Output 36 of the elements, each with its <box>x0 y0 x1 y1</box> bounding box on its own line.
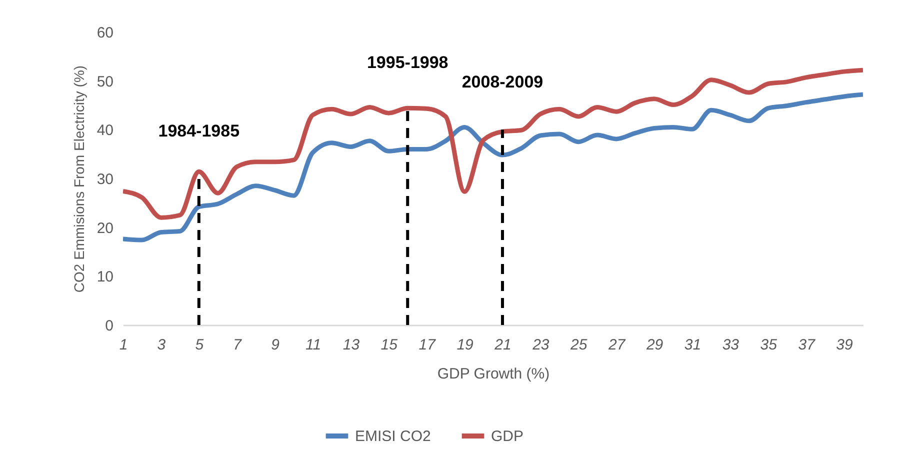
x-tick-label: 1 <box>119 336 128 354</box>
annotation: 1995-1998 <box>366 53 448 72</box>
y-tick-label: 30 <box>96 171 114 188</box>
line-series <box>123 92 863 242</box>
x-tick-label: 37 <box>798 336 816 354</box>
x-tick-label: 11 <box>305 336 322 354</box>
x-tick-label: 19 <box>456 336 474 354</box>
y-tick-label: 20 <box>96 220 114 237</box>
x-tick-label: 9 <box>271 336 280 354</box>
x-tick-label: 29 <box>645 336 664 354</box>
annotation: 2008-2009 <box>462 72 544 92</box>
x-tick-label: 3 <box>157 336 166 354</box>
y-tick-label: 0 <box>105 318 114 334</box>
x-tick-label: 13 <box>342 336 360 354</box>
x-tick-label: 39 <box>836 336 854 354</box>
x-tick-label: 23 <box>532 336 550 354</box>
x-tick-label: 15 <box>380 336 398 354</box>
x-tick-label: 5 <box>195 336 204 354</box>
annotation: 1984-1985 <box>158 122 240 140</box>
legend-label: EMISI CO2 <box>355 428 431 445</box>
x-tick-label: 25 <box>570 336 588 354</box>
line-series <box>123 68 863 220</box>
x-tick-label: 7 <box>233 336 242 354</box>
x-tick-label: 33 <box>722 336 740 354</box>
x-tick-label: 17 <box>418 336 436 354</box>
x-tick-label: 21 <box>494 336 512 354</box>
y-tick-label: 40 <box>96 122 114 140</box>
x-axis-title: GDP Growth (%) <box>437 366 550 382</box>
x-tick-label: 35 <box>760 336 778 354</box>
y-axis-title: CO2 Emmisions From Electricity (%) <box>70 65 87 293</box>
y-tick-label: 50 <box>96 73 114 90</box>
y-tick-label: 10 <box>96 268 114 286</box>
y-tick-label: 60 <box>96 24 114 42</box>
legend-label: GDP <box>491 428 524 445</box>
x-tick-label: 31 <box>684 336 702 354</box>
x-tick-label: 27 <box>607 336 626 354</box>
